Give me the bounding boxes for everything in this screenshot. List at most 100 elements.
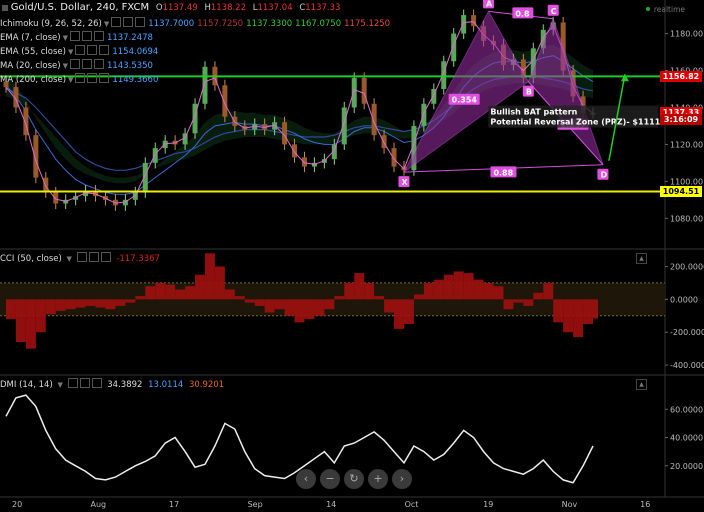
price-tag: 1094.51 (660, 185, 702, 197)
dropdown-arrow-icon[interactable]: ▼ (67, 48, 74, 56)
candle-body (391, 148, 397, 167)
price-tick-label: 1120.00 (670, 140, 703, 149)
chevron-right-icon: › (399, 472, 405, 485)
cci-tick-label: 200.0000 (670, 263, 704, 272)
indicator-label: EMA (7, close) (0, 33, 61, 43)
target-arrow (608, 74, 626, 161)
cci-bar (165, 284, 176, 300)
indicator-label: MA (200, close) (0, 75, 67, 85)
zoom-in-button[interactable]: + (368, 469, 388, 489)
pane-maximize-icon[interactable]: ▲ (636, 253, 647, 264)
reset-button[interactable]: ↻ (344, 469, 364, 489)
settings-icon[interactable] (75, 73, 86, 83)
cci-bar (344, 282, 355, 300)
dropdown-arrow-icon[interactable]: ▼ (103, 20, 110, 28)
settings-icon[interactable] (111, 17, 122, 27)
cci-bar (573, 299, 584, 338)
indicator-value: 1137.7000 (148, 19, 195, 29)
cci-bar (6, 299, 16, 320)
dmi-minus-value: 30.9201 (188, 380, 225, 390)
collapse-icon[interactable] (2, 5, 8, 11)
settings-icon[interactable] (69, 31, 80, 41)
candle-body (530, 48, 536, 78)
x-axis-tick-label: 19 (483, 500, 493, 509)
indicator-value: 1167.0750 (295, 19, 342, 29)
price-tag: 1156.82 (660, 70, 702, 82)
hide-icon[interactable] (123, 17, 134, 27)
cci-bar (105, 299, 116, 310)
settings-icon[interactable] (76, 252, 87, 262)
target-arrow-head (620, 74, 629, 82)
candle-body (182, 133, 188, 145)
hide-icon[interactable] (79, 378, 90, 388)
candle-body (371, 103, 377, 136)
cci-bar (483, 282, 494, 300)
price-tick-label: 1180.00 (670, 30, 703, 39)
dropdown-arrow-icon[interactable]: ▼ (62, 62, 68, 70)
price-tick-label: 1080.00 (670, 214, 703, 223)
settings-icon[interactable] (67, 378, 78, 388)
remove-icon[interactable] (135, 17, 146, 27)
indicator-value: 1143.5350 (107, 61, 153, 71)
x-axis-tick-label: 16 (640, 500, 650, 509)
settings-icon[interactable] (75, 45, 86, 55)
indicator-value: 1149.3660 (112, 75, 159, 85)
remove-icon[interactable] (99, 73, 110, 83)
ohlc-close: 1137.33 (305, 3, 341, 13)
dmi-label: DMI (14, 14) (0, 380, 53, 390)
cci-label: CCI (50, close) (0, 254, 62, 264)
dropdown-arrow-icon[interactable]: ▼ (57, 381, 63, 389)
ratio-xd-bg (490, 166, 517, 178)
hide-icon[interactable] (82, 59, 92, 69)
indicator-value: 1175.1250 (344, 19, 391, 29)
candle-body (282, 122, 288, 145)
hide-icon[interactable] (87, 45, 98, 55)
cci-bar (15, 299, 26, 343)
pattern-point-D-bg (597, 168, 609, 180)
pane-maximize-icon[interactable]: ▲ (636, 379, 647, 390)
dropdown-arrow-icon[interactable]: ▼ (62, 34, 68, 42)
cci-bar (533, 292, 544, 300)
cci-tick-label: -400.0000 (670, 361, 704, 370)
dmi-tick-label: 60.0000 (670, 405, 703, 414)
cci-bar (195, 274, 205, 300)
candle-body (331, 144, 337, 160)
remove-icon[interactable] (94, 59, 104, 69)
cci-bar (473, 279, 484, 300)
symbol-title: Gold/U.S. Dollar, 240, FXCM (10, 2, 150, 13)
cci-bar (115, 299, 126, 306)
remove-icon[interactable] (91, 378, 102, 388)
remove-icon[interactable] (99, 45, 110, 55)
cci-tick-label: -200.0000 (670, 328, 704, 337)
zoom-out-button[interactable]: − (320, 469, 340, 489)
hide-icon[interactable] (87, 73, 98, 83)
candle-body (132, 192, 138, 200)
cci-bar (234, 296, 245, 300)
candle-body (53, 192, 59, 204)
settings-icon[interactable] (70, 59, 80, 69)
candle-body (451, 33, 457, 62)
cci-bar (35, 299, 46, 333)
remove-icon[interactable] (93, 31, 104, 41)
cci-bar (155, 282, 166, 300)
cci-bar (394, 299, 404, 329)
price-tag: 1137.33 (660, 106, 702, 118)
cci-bar (503, 299, 514, 310)
scroll-left-button[interactable]: ‹ (296, 469, 316, 489)
cci-bar (135, 296, 146, 300)
candle-body (580, 96, 586, 113)
indicator-value: 1157.7250 (197, 19, 244, 29)
scroll-right-button[interactable]: › (392, 469, 412, 489)
pattern-point-X-bg (398, 176, 410, 188)
dmi-adx-line (5, 394, 594, 484)
hide-icon[interactable] (88, 252, 99, 262)
cci-bar (254, 299, 265, 306)
cci-bar (214, 266, 225, 300)
hide-icon[interactable] (81, 31, 92, 41)
dropdown-arrow-icon[interactable]: ▼ (66, 255, 72, 263)
dropdown-arrow-icon[interactable]: ▼ (68, 76, 74, 84)
indicator-value: 1154.0694 (112, 47, 159, 57)
remove-icon[interactable] (100, 252, 111, 262)
cci-bar (463, 273, 474, 300)
dmi-plus-value: 13.0114 (148, 380, 184, 390)
